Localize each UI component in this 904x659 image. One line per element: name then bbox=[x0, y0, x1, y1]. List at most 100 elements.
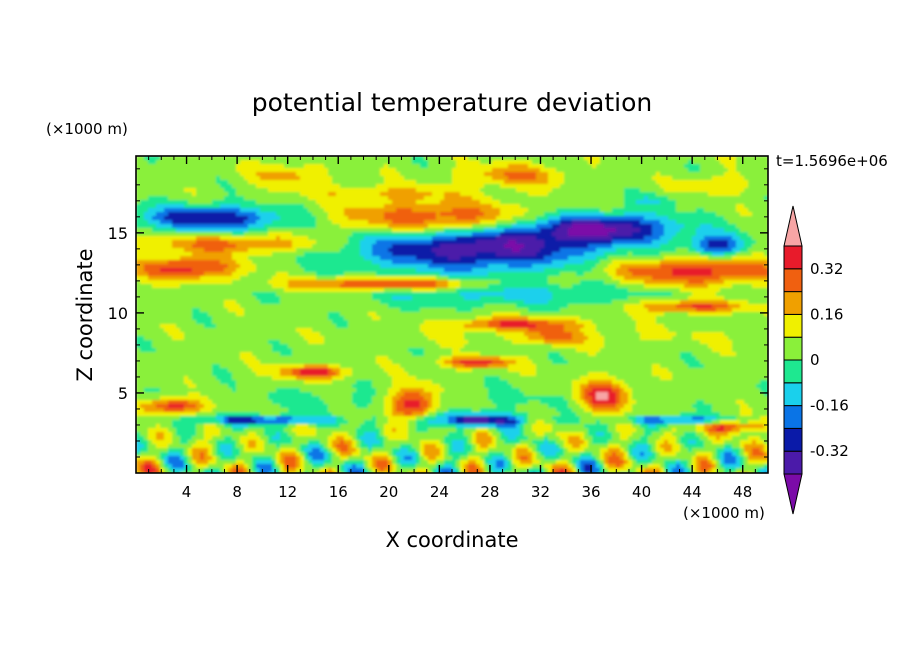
contour-cell bbox=[532, 200, 537, 205]
contour-cell bbox=[220, 240, 225, 245]
contour-cell bbox=[292, 248, 297, 253]
contour-cell bbox=[228, 228, 233, 233]
contour-cell bbox=[752, 240, 757, 245]
contour-cell bbox=[744, 200, 749, 205]
contour-cell bbox=[476, 192, 481, 197]
contour-cell bbox=[244, 208, 249, 213]
contour-cell bbox=[192, 212, 197, 217]
contour-cell bbox=[300, 236, 305, 241]
contour-cell bbox=[228, 232, 233, 237]
contour-cell bbox=[196, 200, 201, 205]
contour-cell bbox=[636, 160, 641, 165]
contour-cell bbox=[696, 276, 701, 281]
contour-cell bbox=[464, 224, 469, 229]
contour-cell bbox=[288, 184, 293, 189]
contour-cell bbox=[504, 272, 509, 277]
contour-cell bbox=[176, 252, 181, 257]
contour-cell bbox=[188, 192, 193, 197]
contour-cell bbox=[720, 260, 725, 265]
contour-cell bbox=[556, 276, 561, 281]
contour-cell bbox=[224, 168, 229, 173]
contour-cell bbox=[276, 156, 281, 161]
contour-cell bbox=[604, 260, 609, 265]
contour-cell bbox=[692, 188, 697, 193]
contour-cell bbox=[636, 264, 641, 269]
contour-cell bbox=[728, 260, 733, 265]
contour-cell bbox=[164, 184, 169, 189]
contour-cell bbox=[480, 252, 485, 257]
contour-cell bbox=[456, 248, 461, 253]
contour-cell bbox=[316, 196, 321, 201]
contour-cell bbox=[288, 192, 293, 197]
contour-cell bbox=[492, 200, 497, 205]
contour-cell bbox=[148, 224, 153, 229]
contour-cell bbox=[412, 240, 417, 245]
contour-cell bbox=[380, 272, 385, 277]
contour-cell bbox=[460, 216, 465, 221]
contour-cell bbox=[492, 272, 497, 277]
contour-cell bbox=[540, 228, 545, 233]
contour-cell bbox=[696, 208, 701, 213]
contour-cell bbox=[712, 200, 717, 205]
contour-cell bbox=[216, 184, 221, 189]
contour-cell bbox=[228, 220, 233, 225]
contour-cell bbox=[604, 176, 609, 181]
contour-cell bbox=[724, 268, 729, 273]
contour-cell bbox=[716, 204, 721, 209]
contour-cell bbox=[668, 184, 673, 189]
contour-cell bbox=[764, 232, 768, 237]
contour-cell bbox=[336, 248, 341, 253]
contour-cell bbox=[600, 220, 605, 225]
contour-cell bbox=[644, 188, 649, 193]
contour-cell bbox=[256, 240, 261, 245]
contour-cell bbox=[388, 200, 393, 205]
contour-cell bbox=[324, 164, 329, 169]
contour-cell bbox=[704, 256, 709, 261]
contour-cell bbox=[316, 188, 321, 193]
contour-cell bbox=[384, 164, 389, 169]
contour-cell bbox=[524, 256, 529, 261]
contour-cell bbox=[428, 268, 433, 273]
contour-cell bbox=[344, 156, 349, 161]
contour-cell bbox=[624, 272, 629, 277]
contour-cell bbox=[460, 264, 465, 269]
contour-cell bbox=[308, 184, 313, 189]
contour-cell bbox=[592, 236, 597, 241]
contour-cell bbox=[384, 184, 389, 189]
contour-cell bbox=[568, 248, 573, 253]
contour-cell bbox=[732, 220, 737, 225]
contour-cell bbox=[208, 172, 213, 177]
contour-cell bbox=[500, 192, 505, 197]
contour-cell bbox=[404, 172, 409, 177]
contour-cell bbox=[244, 164, 249, 169]
contour-cell bbox=[680, 256, 685, 261]
contour-cell bbox=[460, 212, 465, 217]
contour-cell bbox=[544, 192, 549, 197]
contour-cell bbox=[252, 268, 257, 273]
contour-cell bbox=[480, 156, 485, 161]
contour-cell bbox=[168, 248, 173, 253]
contour-cell bbox=[408, 164, 413, 169]
contour-cell bbox=[240, 200, 245, 205]
contour-cell bbox=[472, 280, 477, 285]
contour-cell bbox=[680, 176, 685, 181]
contour-cell bbox=[612, 276, 617, 281]
contour-cell bbox=[408, 260, 413, 265]
contour-cell bbox=[140, 208, 145, 213]
contour-cell bbox=[376, 228, 381, 233]
contour-cell bbox=[344, 252, 349, 257]
contour-cell bbox=[328, 180, 333, 185]
contour-cell bbox=[672, 188, 677, 193]
contour-cell bbox=[172, 208, 177, 213]
contour-cell bbox=[364, 240, 369, 245]
contour-cell bbox=[712, 228, 717, 233]
contour-cell bbox=[500, 252, 505, 257]
contour-cell bbox=[284, 184, 289, 189]
contour-cell bbox=[300, 280, 305, 285]
contour-cell bbox=[552, 160, 557, 165]
contour-cell bbox=[392, 260, 397, 265]
contour-cell bbox=[468, 196, 473, 201]
contour-cell bbox=[556, 248, 561, 253]
contour-cell bbox=[596, 184, 601, 189]
contour-cell bbox=[680, 180, 685, 185]
